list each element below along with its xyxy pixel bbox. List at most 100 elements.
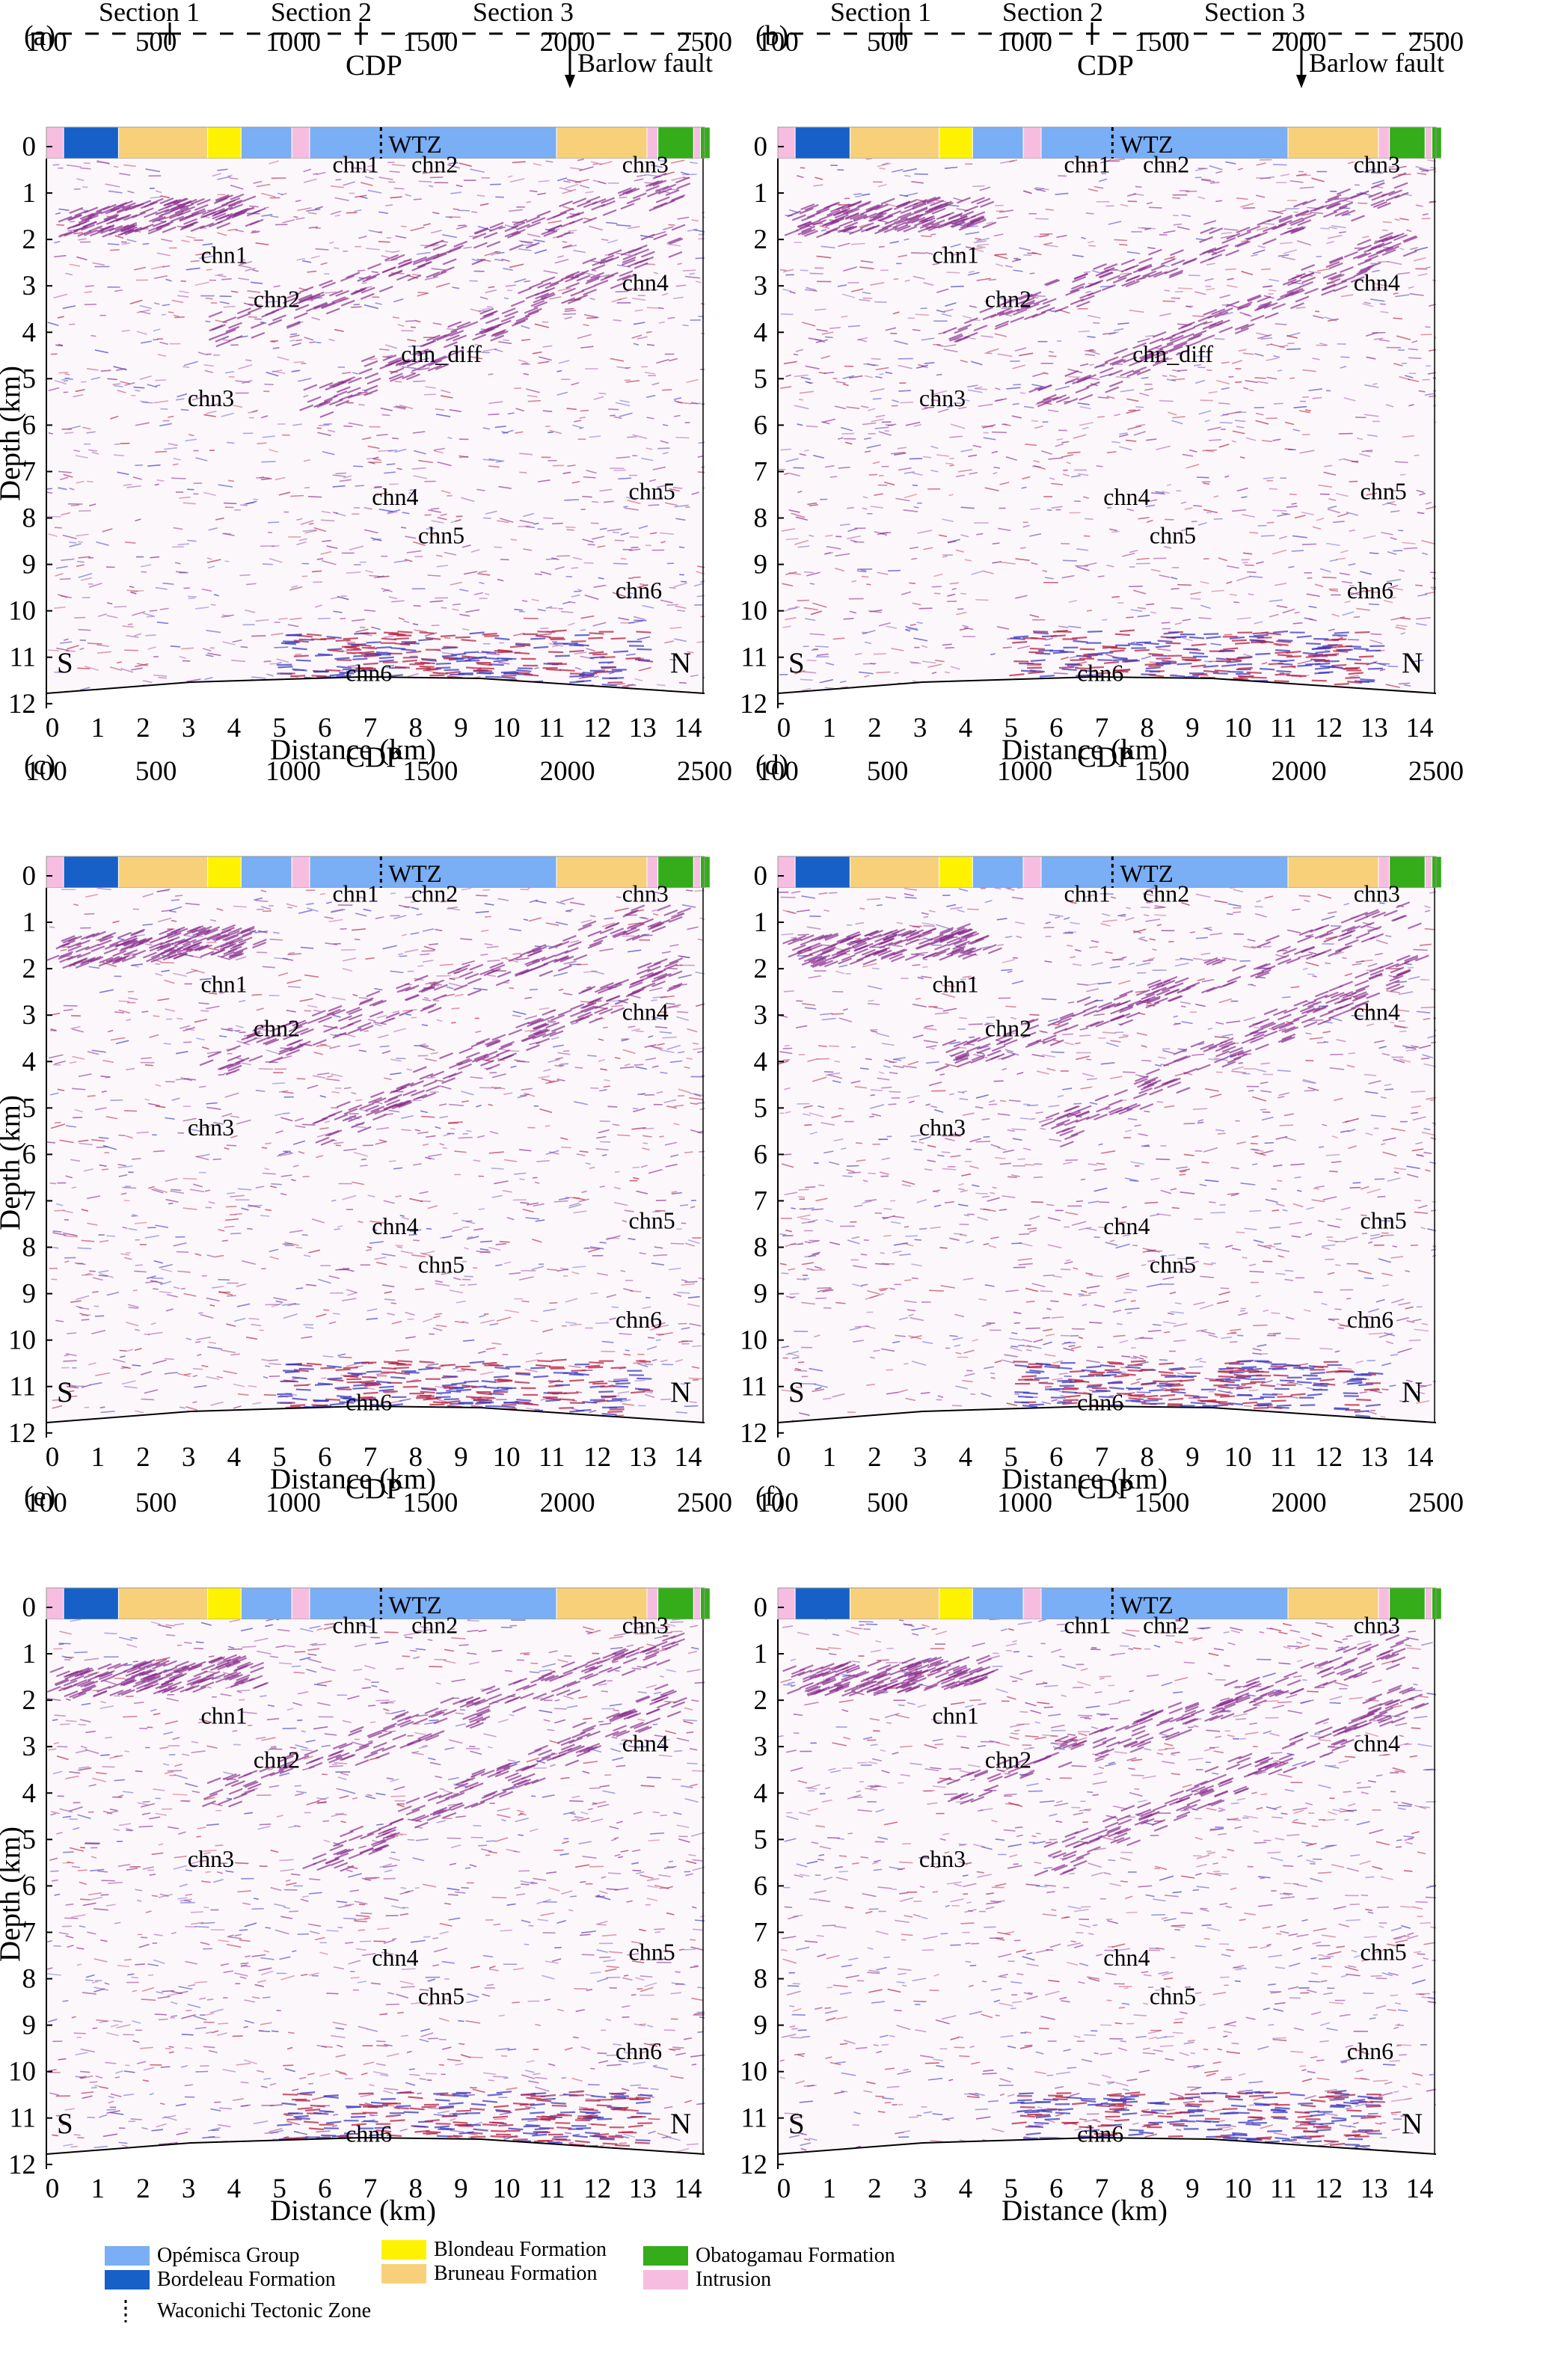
seismic-background: [778, 1619, 1436, 2169]
reflector-label-chn1: chn1: [1064, 880, 1110, 907]
legend-label-intrusion: Intrusion: [696, 2268, 771, 2291]
wtz-label: WTZ: [1120, 861, 1173, 888]
distance-tick: 10: [493, 1442, 521, 1473]
distance-tick: 4: [959, 713, 973, 743]
seismic-image: [777, 1619, 1437, 2177]
distance-tick: 4: [227, 2174, 242, 2204]
distance-title: Distance (km): [1001, 734, 1168, 766]
distance-tick: 1: [822, 713, 836, 743]
depth-tick: 5: [22, 1824, 37, 1855]
distance-tick: 9: [1185, 2174, 1200, 2204]
depth-tick: 9: [754, 550, 768, 580]
distance-tick: 6: [318, 2174, 332, 2204]
depth-tick: 11: [740, 2103, 767, 2134]
distance-tick: 2: [136, 1442, 150, 1473]
strip-intrusion: [1424, 126, 1432, 159]
reflector-label-chn3: chn3: [188, 1845, 234, 1872]
depth-tick: 4: [22, 1046, 37, 1077]
distance-tick: 10: [1224, 1442, 1252, 1473]
reflector-label-chn6: chn6: [1347, 1306, 1393, 1333]
distance-tick: 2: [868, 2174, 882, 2204]
cdp-title: CDP: [346, 741, 402, 773]
reflector-label-chn6: chn6: [1347, 577, 1393, 604]
strip-opemisca: [1040, 856, 1289, 889]
north-label: N: [1402, 1376, 1423, 1408]
depth-tick: 2: [754, 954, 768, 984]
depth-tick: 1: [754, 1639, 768, 1669]
depth-tick: 7: [754, 1917, 768, 1948]
distance-tick: 14: [675, 713, 702, 743]
cdp-tick: 2500: [1408, 756, 1464, 787]
distance-tick: 0: [777, 713, 791, 743]
strip-intrusion: [1022, 1587, 1042, 1620]
seismic-traces: [46, 888, 705, 1445]
cdp-tick: 1000: [997, 1488, 1052, 1518]
distance-tick: 9: [1185, 713, 1200, 743]
strip-bruneau: [117, 1587, 209, 1620]
cdp-tick: 500: [135, 1488, 177, 1518]
cdp-tick: 500: [867, 1488, 909, 1518]
strip-intrusion: [777, 126, 796, 159]
seismic-traces: [778, 888, 1436, 1445]
distance-tick: 0: [777, 1442, 791, 1473]
strip-opemisca: [240, 1587, 292, 1620]
reflector-label-chn6: chn6: [616, 2037, 662, 2064]
reflector-label-chn4: chn4: [1354, 269, 1400, 295]
depth-tick: 12: [740, 2150, 767, 2180]
strip-obatogamau: [1432, 1587, 1442, 1620]
bottom-mask: [46, 677, 705, 716]
distance-tick: 11: [1270, 713, 1297, 743]
cdp-tick: 1500: [402, 27, 458, 58]
depth-tick: 0: [22, 861, 37, 892]
strip-blondeau: [939, 1587, 973, 1620]
strip-bruneau: [1287, 856, 1379, 889]
seismic-traces: [46, 159, 705, 716]
reflector-label-chn5: chn5: [418, 522, 464, 549]
distance-tick: 8: [1140, 2174, 1154, 2204]
wtz-label: WTZ: [1120, 132, 1173, 159]
depth-tick: 11: [9, 642, 36, 673]
distance-tick: 5: [1004, 2174, 1018, 2204]
wtz-label: WTZ: [388, 1592, 441, 1619]
distance-tick: 9: [454, 1442, 468, 1473]
depth-tick: 0: [22, 1592, 37, 1623]
distance-tick: 12: [583, 2174, 611, 2204]
depth-tick: 8: [754, 503, 768, 534]
depth-tick: 0: [22, 132, 37, 162]
bottom-mask: [778, 2138, 1436, 2177]
section-3-label: Section 3: [473, 0, 574, 27]
strip-bruneau: [556, 1587, 648, 1620]
depth-tick: 1: [754, 178, 768, 209]
depth-tick: 3: [754, 271, 768, 301]
reflector-label-chn3: chn3: [622, 1611, 669, 1638]
seismic-image: [46, 888, 705, 1445]
strip-intrusion: [1022, 856, 1042, 889]
distance-tick: 10: [493, 713, 521, 743]
strip-bordeleau: [794, 126, 850, 159]
seismic-background: [778, 159, 1436, 708]
strip-opemisca: [309, 1587, 557, 1620]
distance-tick: 1: [822, 1442, 836, 1473]
distance-tick: 3: [913, 1442, 927, 1473]
cdp-tick: 1000: [266, 1488, 321, 1518]
reflector-label-chn5: chn5: [1150, 522, 1196, 549]
wtz-label: WTZ: [1120, 1592, 1173, 1619]
cdp-tick: 100: [757, 1488, 799, 1518]
distance-title: Distance (km): [1001, 2195, 1168, 2227]
strip-opemisca: [240, 126, 292, 159]
barlow-fault-arrowhead: [1296, 75, 1307, 88]
section-bottom-line: [777, 675, 1437, 694]
strip-blondeau: [939, 126, 973, 159]
cdp-tick: 1000: [266, 27, 321, 58]
distance-tick: 14: [1406, 1442, 1434, 1473]
distance-tick: 2: [136, 2174, 150, 2204]
depth-tick: 9: [754, 1279, 768, 1310]
north-label: N: [670, 1376, 691, 1408]
reflector-label-chn6: chn6: [1347, 2037, 1393, 2064]
depth-tick: 2: [754, 224, 768, 255]
cdp-tick: 500: [867, 27, 909, 58]
reflector-label-chn2: chn2: [254, 1746, 300, 1773]
